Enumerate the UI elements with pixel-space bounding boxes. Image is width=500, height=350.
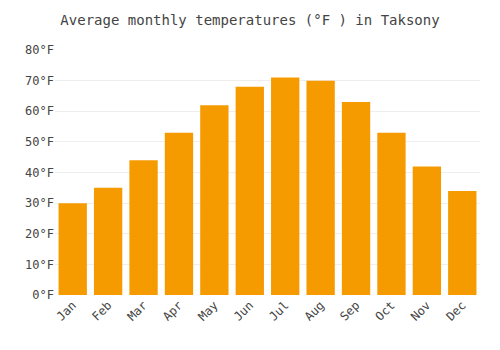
svg-text:Nov: Nov — [408, 298, 433, 323]
svg-text:Jan: Jan — [54, 298, 79, 323]
svg-text:Apr: Apr — [160, 298, 185, 323]
svg-text:70°F: 70°F — [25, 74, 54, 88]
svg-text:40°F: 40°F — [25, 166, 54, 180]
svg-text:Oct: Oct — [373, 298, 398, 323]
svg-text:10°F: 10°F — [25, 258, 54, 272]
svg-text:Jun: Jun — [231, 298, 256, 323]
svg-text:Feb: Feb — [89, 298, 114, 323]
svg-text:30°F: 30°F — [25, 196, 54, 210]
svg-text:0°F: 0°F — [32, 288, 54, 302]
svg-text:50°F: 50°F — [25, 135, 54, 149]
svg-text:Mar: Mar — [125, 298, 150, 323]
svg-text:60°F: 60°F — [25, 104, 54, 118]
svg-text:Jul: Jul — [266, 298, 291, 323]
svg-text:Dec: Dec — [443, 298, 468, 323]
svg-text:80°F: 80°F — [25, 43, 54, 57]
svg-text:Aug: Aug — [302, 298, 327, 323]
svg-text:20°F: 20°F — [25, 227, 54, 241]
svg-text:Average monthly temperatures (: Average monthly temperatures (°F ) in Ta… — [60, 12, 439, 28]
svg-text:Sep: Sep — [337, 298, 362, 323]
svg-text:May: May — [196, 298, 221, 323]
